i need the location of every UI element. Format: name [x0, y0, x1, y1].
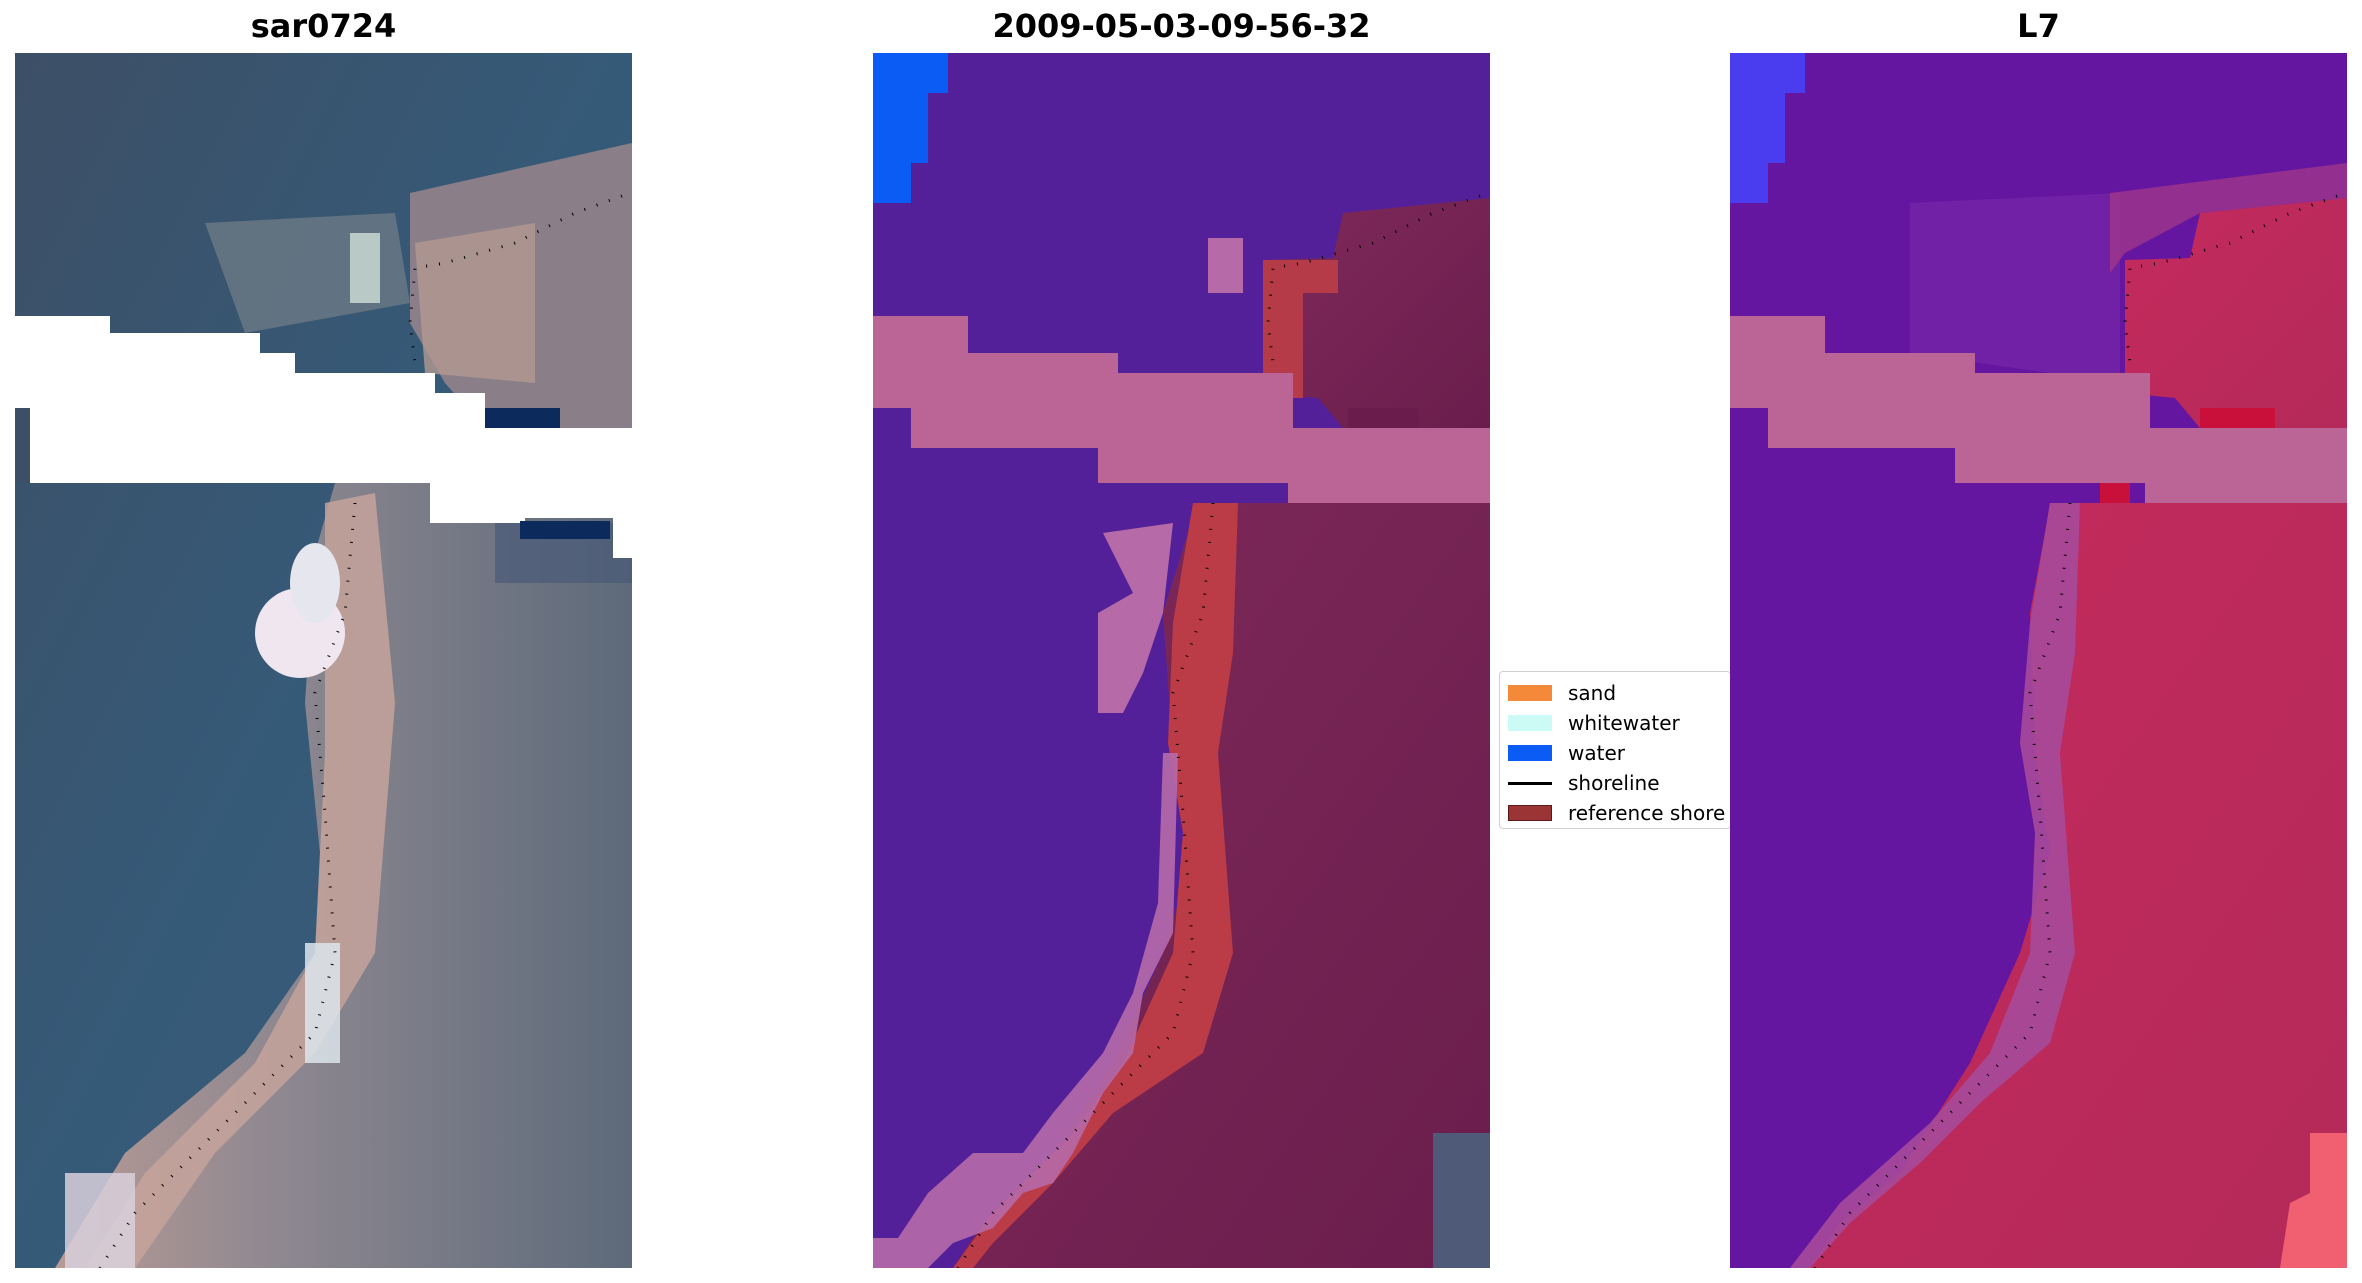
- legend-label: water: [1568, 741, 1625, 765]
- legend-label: shoreline: [1568, 771, 1660, 795]
- reference-shore-swatch: [1508, 805, 1552, 821]
- panel-title: L7: [2017, 7, 2060, 45]
- panel-title: sar0724: [250, 7, 397, 45]
- legend-item-whitewater: whitewater: [1508, 708, 1680, 738]
- shoreline-line: [1508, 781, 1552, 785]
- legend-label: whitewater: [1568, 711, 1680, 735]
- legend: sand whitewater water shoreline referenc…: [1499, 671, 1731, 829]
- legend-item-reference-shore: reference shore: [1508, 798, 1725, 828]
- index-image: [1730, 53, 2347, 1268]
- water-swatch: [1508, 745, 1552, 761]
- panel-title: 2009-05-03-09-56-32: [992, 7, 1371, 45]
- whitewater-swatch: [1508, 715, 1552, 731]
- classification-image: [873, 53, 1490, 1268]
- rgb-image: [15, 53, 632, 1268]
- legend-item-sand: sand: [1508, 678, 1616, 708]
- legend-label: sand: [1568, 681, 1617, 705]
- sand-swatch: [1508, 685, 1552, 701]
- legend-item-shoreline: shoreline: [1508, 768, 1660, 798]
- legend-label: reference shore: [1568, 801, 1726, 825]
- legend-item-water: water: [1508, 738, 1625, 768]
